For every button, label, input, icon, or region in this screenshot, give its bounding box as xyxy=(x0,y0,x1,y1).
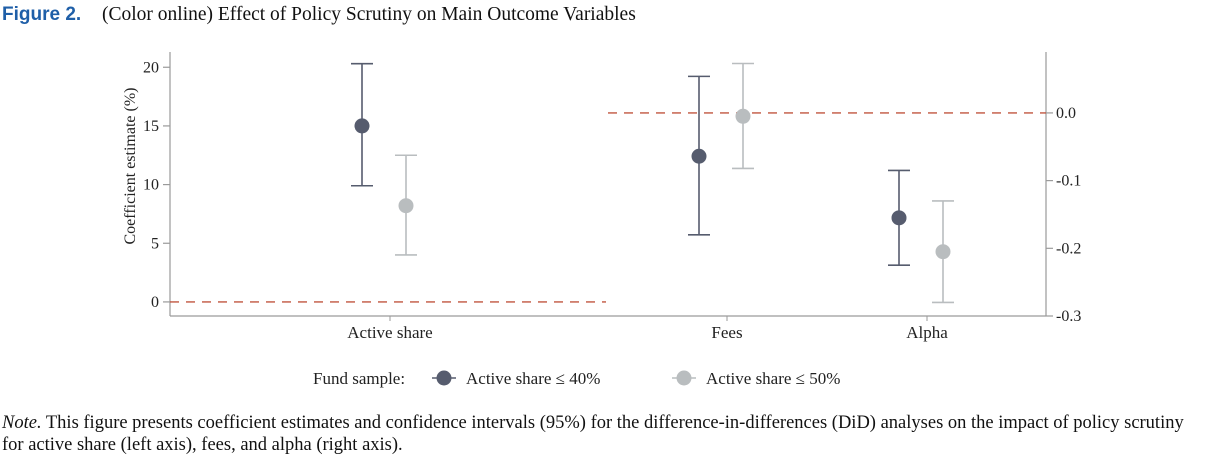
legend: Fund sample: Active share ≤ 40% Active sh… xyxy=(313,369,840,388)
right-tick-label: -0.2 xyxy=(1056,240,1081,257)
figure-chart: Figure 2. (Color online) Effect of Polic… xyxy=(2,4,1081,388)
category-label: Alpha xyxy=(906,323,948,342)
axes xyxy=(169,52,1047,317)
legend-swatch-point xyxy=(676,370,692,386)
figure-note: Note. This figure presents coefficient e… xyxy=(2,412,1208,456)
category-labels: Active share Fees Alpha xyxy=(347,316,948,342)
series-layer xyxy=(351,62,954,304)
left-tick-label: 10 xyxy=(143,177,159,194)
series-group xyxy=(395,62,954,304)
legend-swatch-point xyxy=(436,370,452,386)
left-axis-ticks: 0 5 10 15 20 xyxy=(143,59,170,311)
zero-reference-lines xyxy=(170,112,1046,303)
left-tick-label: 20 xyxy=(143,59,159,76)
left-axis-label: Coefficient estimate (%) xyxy=(122,88,139,245)
estimate-point xyxy=(735,108,751,124)
note-text: This figure presents coefficient estimat… xyxy=(2,413,1184,455)
right-tick-label: 0.0 xyxy=(1056,105,1076,122)
legend-entry-label: Active share ≤ 50% xyxy=(706,369,840,388)
series-group xyxy=(351,62,910,267)
figure-label: Figure 2. xyxy=(2,4,81,25)
note-label: Note. xyxy=(2,413,42,433)
figure-title: (Color online) Effect of Policy Scrutiny… xyxy=(102,4,636,25)
left-tick-label: 0 xyxy=(151,294,159,311)
category-label: Fees xyxy=(711,323,742,342)
right-axis-ticks: 0.0 -0.1 -0.2 -0.3 xyxy=(1046,105,1081,325)
legend-title: Fund sample: xyxy=(313,369,405,388)
estimate-point xyxy=(935,244,951,260)
estimate-point xyxy=(354,118,370,134)
left-tick-label: 5 xyxy=(151,235,159,252)
category-label: Active share xyxy=(347,323,432,342)
right-tick-label: -0.1 xyxy=(1056,173,1081,190)
estimate-point xyxy=(691,148,707,164)
legend-entry-label: Active share ≤ 40% xyxy=(466,369,600,388)
right-tick-label: -0.3 xyxy=(1056,308,1081,325)
estimate-point xyxy=(891,210,907,226)
left-tick-label: 15 xyxy=(143,118,159,135)
estimate-point xyxy=(398,198,414,214)
